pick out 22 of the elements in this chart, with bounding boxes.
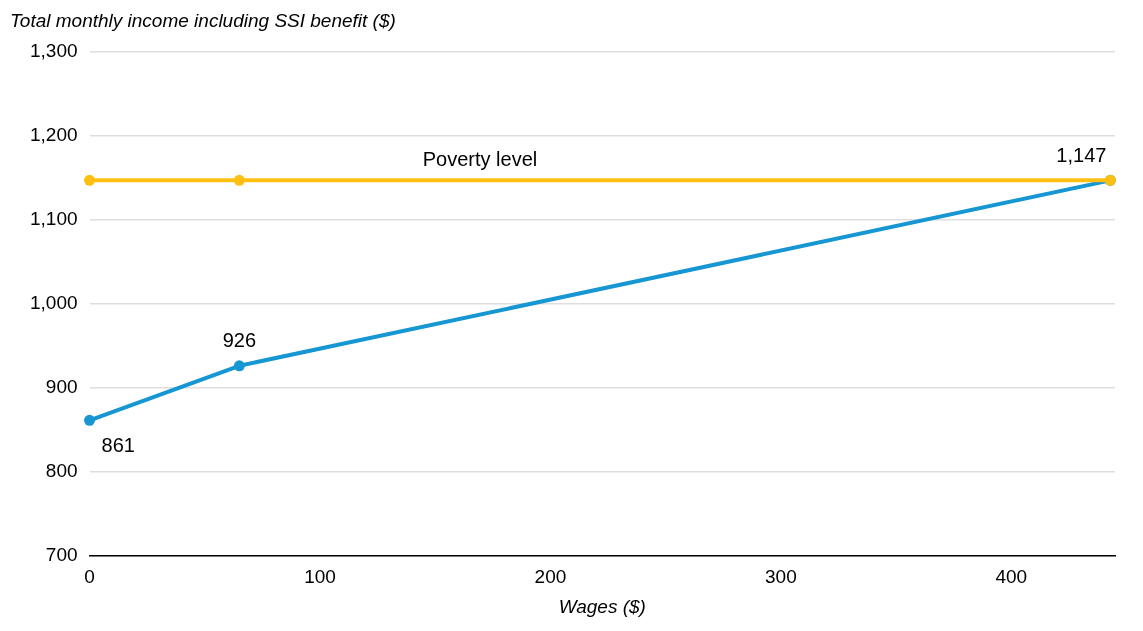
point (233, 360, 245, 372)
x-axis-title: Wages ($) (558, 595, 646, 617)
x-tick-label: 400 (995, 566, 1028, 588)
x-tick-label: 100 (304, 566, 336, 588)
x-tick-label: 200 (534, 566, 567, 588)
series-label: Poverty level (422, 147, 538, 170)
y-tick-label: 700 (45, 543, 78, 565)
point (84, 414, 96, 426)
data-label: 1,147 (1056, 143, 1107, 166)
point (233, 174, 245, 186)
x-tick-label: 300 (765, 566, 797, 588)
point (84, 174, 96, 186)
y-tick-label: 1,300 (30, 40, 78, 62)
y-tick-label: 1,100 (30, 208, 78, 230)
y-tick-label: 800 (45, 459, 78, 481)
data-label: 861 (101, 433, 135, 456)
y-tick-label: 900 (45, 375, 78, 397)
y-axis-title: Total monthly income including SSI benefit ($) (10, 9, 396, 31)
y-tick-label: 1,200 (30, 124, 78, 146)
y-tick-label: 1,000 (30, 291, 78, 313)
data-label: 926 (222, 329, 257, 352)
x-tick-label: 0 (84, 566, 95, 588)
